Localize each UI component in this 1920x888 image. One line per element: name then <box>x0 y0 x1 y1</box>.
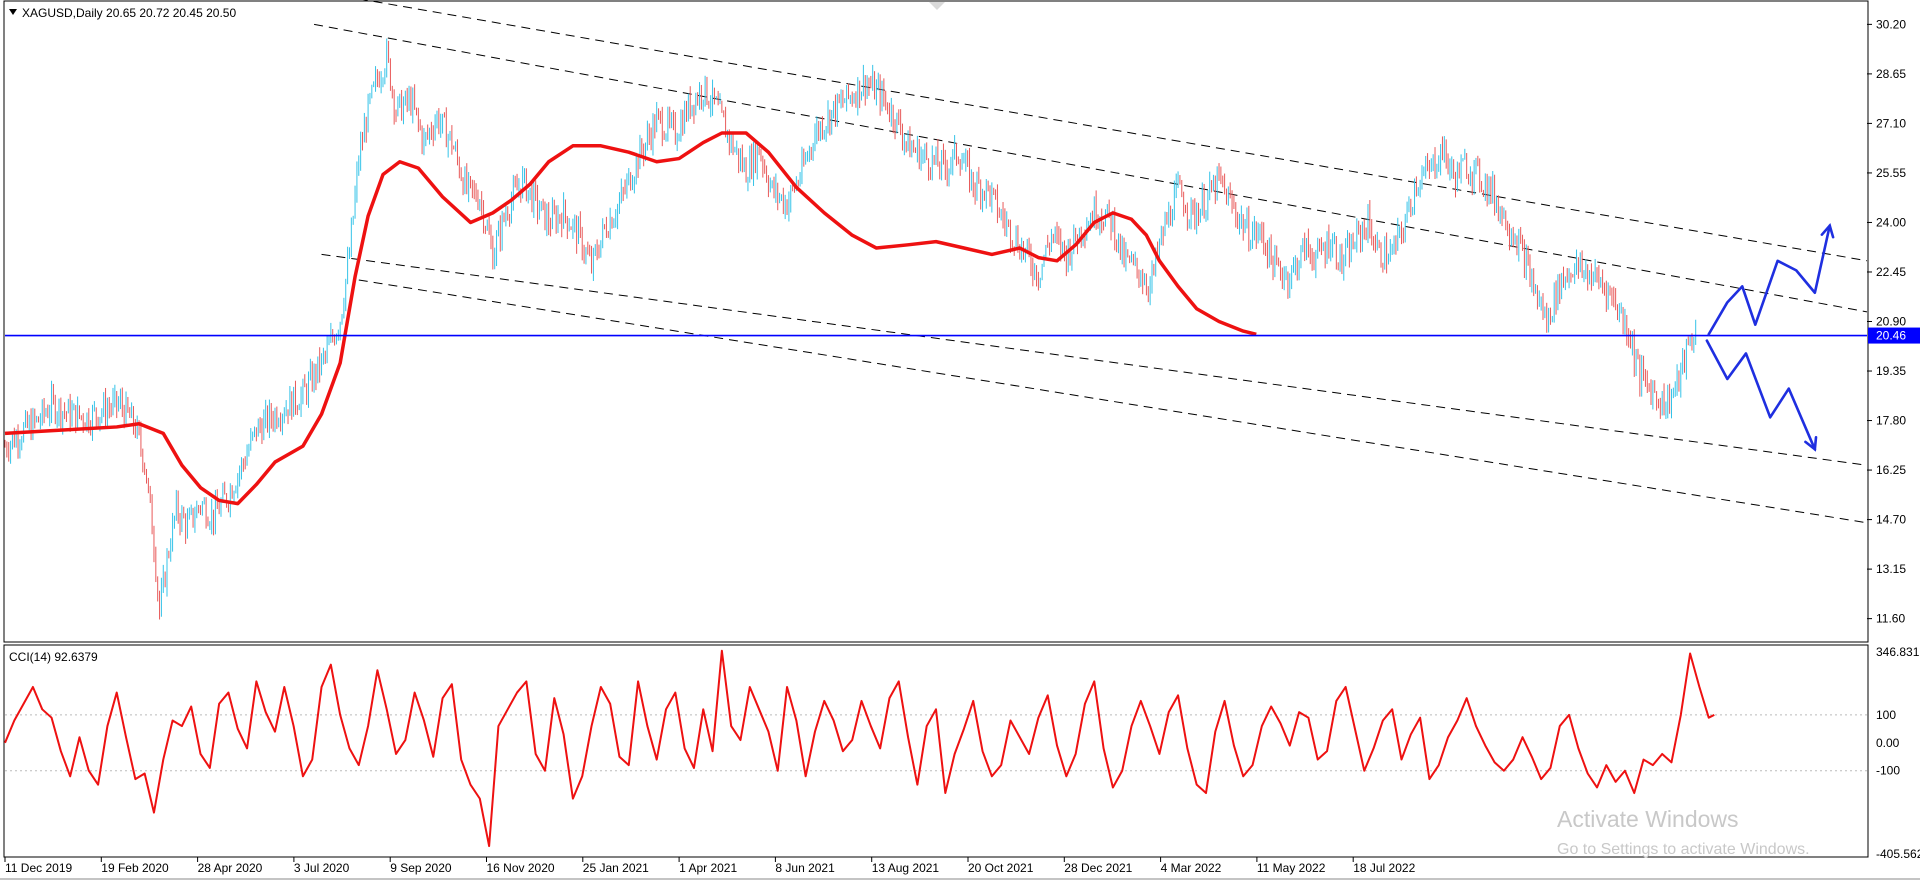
price-panel-frame <box>3 0 1869 643</box>
cci-tick-label: 100 <box>1876 708 1896 722</box>
channel-trendline <box>362 0 1868 262</box>
triangle-down-icon[interactable] <box>9 9 17 15</box>
projection-down-arrowhead-icon <box>1804 436 1818 452</box>
scroll-marker-icon[interactable] <box>929 2 945 10</box>
cci-axis: 346.831 100 0.00 -100 -405.562 <box>1876 645 1920 861</box>
time-tick-label: 18 Jul 2022 <box>1353 861 1415 875</box>
time-tick-label: 3 Jul 2020 <box>294 861 350 875</box>
cci-panel-frame <box>3 644 1869 858</box>
channel-trendline <box>321 253 1868 466</box>
cci-tick-label: 346.831 <box>1876 645 1920 659</box>
price-axis: 30.20 28.65 27.10 25.55 24.00 22.45 20.90 19.35… <box>1867 17 1920 626</box>
cci-tick-label: -405.562 <box>1876 847 1920 861</box>
time-tick-label: 4 Mar 2022 <box>1161 861 1222 875</box>
price-tick-label: 28.65 <box>1876 67 1906 81</box>
cci-tick-label: -100 <box>1876 764 1900 778</box>
price-tick-label: 17.80 <box>1876 414 1906 428</box>
price-tick-label: 24.00 <box>1876 215 1906 229</box>
time-tick-label: 8 Jun 2021 <box>775 861 835 875</box>
price-tick-label: 16.25 <box>1876 463 1906 477</box>
time-tick-label: 28 Apr 2020 <box>198 861 263 875</box>
channel-trendline <box>314 23 1868 313</box>
price-plot <box>4 0 1868 620</box>
price-tick-label: 27.10 <box>1876 116 1906 130</box>
time-tick-label: 25 Jan 2021 <box>583 861 649 875</box>
cci-line <box>4 649 1715 848</box>
time-tick-label: 1 Apr 2021 <box>679 861 737 875</box>
time-axis: 11 Dec 2019 19 Feb 2020 28 Apr 2020 3 Jul 2… <box>4 857 1416 875</box>
price-tick-label: 30.20 <box>1876 17 1906 31</box>
price-tick-label: 25.55 <box>1876 166 1906 180</box>
price-tick-label: 13.15 <box>1876 562 1906 576</box>
price-tick-label: 20.90 <box>1876 315 1906 329</box>
cci-plot <box>4 649 1867 848</box>
current-price-badge <box>1868 327 1920 344</box>
time-tick-label: 19 Feb 2020 <box>101 861 169 875</box>
time-tick-label: 11 May 2022 <box>1257 861 1326 875</box>
price-tick-label: 22.45 <box>1876 265 1906 279</box>
activate-windows-title: Activate Windows <box>1557 806 1739 832</box>
cci-label: CCI(14) 92.6379 <box>9 650 98 664</box>
time-tick-label: 20 Oct 2021 <box>968 861 1034 875</box>
current-price-label: 20.46 <box>1876 329 1906 343</box>
activate-windows-subtitle: Go to Settings to activate Windows. <box>1557 841 1810 858</box>
time-tick-label: 11 Dec 2019 <box>5 861 72 875</box>
symbol-header: XAGUSD,Daily 20.65 20.72 20.45 20.50 <box>22 6 236 20</box>
time-tick-label: 16 Nov 2020 <box>487 861 555 875</box>
projection-up-arrowhead-icon <box>1820 223 1835 239</box>
moving-average-line <box>4 131 1257 506</box>
projection-down-arrow <box>1705 339 1817 451</box>
time-tick-label: 13 Aug 2021 <box>872 861 940 875</box>
price-tick-label: 19.35 <box>1876 364 1906 378</box>
time-tick-label: 9 Sep 2020 <box>390 861 452 875</box>
price-tick-label: 11.60 <box>1876 612 1905 626</box>
cci-tick-label: 0.00 <box>1876 736 1900 750</box>
projection-up-arrow <box>1707 224 1832 336</box>
time-tick-label: 28 Dec 2021 <box>1064 861 1132 875</box>
price-tick-label: 14.70 <box>1876 513 1906 527</box>
